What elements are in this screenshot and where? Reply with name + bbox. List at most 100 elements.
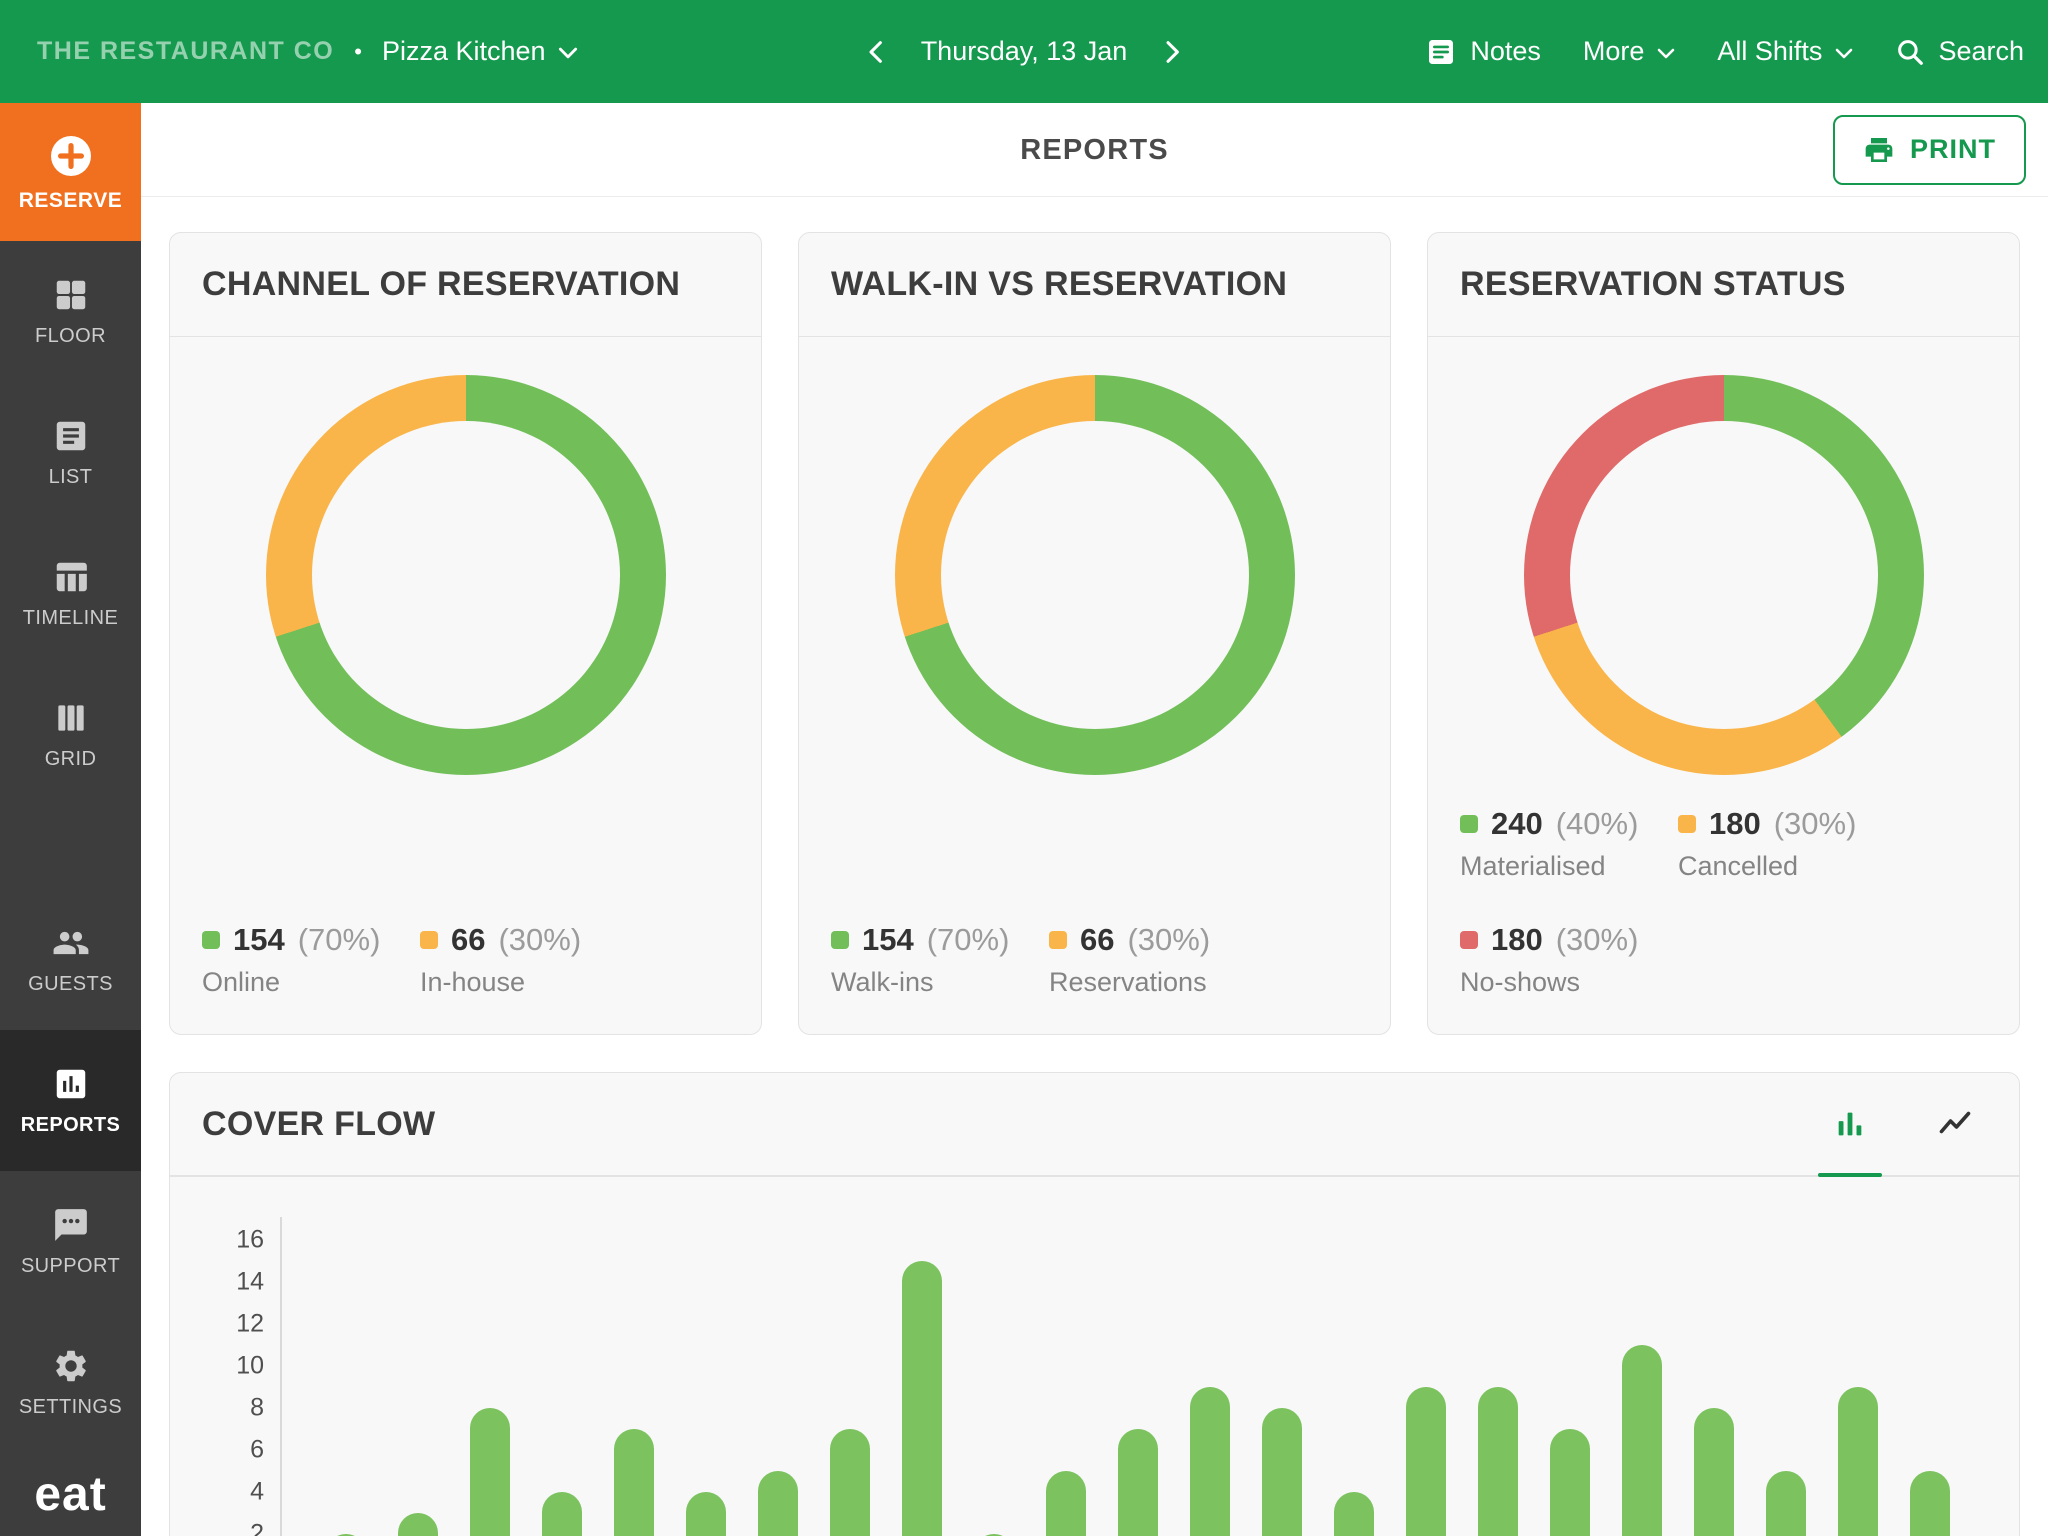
cover-flow-bar <box>1334 1492 1374 1536</box>
chart-legend: 240 (40%) Materialised 180 (30%) Can <box>1428 806 2019 1034</box>
page-title: REPORTS <box>1020 134 1169 166</box>
print-button[interactable]: PRINT <box>1833 114 2026 185</box>
legend-swatch <box>1049 931 1067 949</box>
support-icon <box>54 1208 87 1241</box>
previous-day-button[interactable] <box>863 34 889 70</box>
sidebar-item-label: FLOOR <box>35 324 106 347</box>
cover-flow-bar <box>902 1261 942 1536</box>
floor-icon <box>56 280 85 309</box>
grid-icon <box>57 704 84 731</box>
topbar-actions: Notes More All Shifts Search <box>1425 36 2024 68</box>
y-axis-tick: 8 <box>250 1393 264 1422</box>
sidebar-item-guests[interactable]: GUESTS <box>0 889 141 1030</box>
legend-value: 66 <box>1080 922 1115 957</box>
brand-name: THE RESTAURANT CO <box>37 37 335 65</box>
cover-flow-bar <box>1766 1471 1806 1536</box>
legend-item: 154 (70%) Walk-ins <box>831 922 1049 998</box>
printer-icon <box>1865 137 1893 162</box>
y-axis-tick: 10 <box>236 1351 264 1380</box>
chevron-down-icon <box>1657 48 1675 59</box>
sidebar-item-support[interactable]: SUPPORT <box>0 1171 141 1312</box>
cover-flow-bar <box>1694 1408 1734 1536</box>
y-axis-tick: 16 <box>236 1225 264 1254</box>
current-date[interactable]: Thursday, 13 Jan <box>920 36 1128 66</box>
notes-icon <box>1429 39 1454 64</box>
legend-item: 66 (30%) In-house <box>420 922 729 998</box>
card-header: COVER FLOW <box>170 1073 2019 1177</box>
sidebar-item-settings[interactable]: SETTINGS <box>0 1312 141 1453</box>
card-header: WALK-IN VS RESERVATION <box>799 233 1390 337</box>
reports-icon <box>56 1069 85 1098</box>
sidebar-item-label: LIST <box>48 465 93 488</box>
topbar: THE RESTAURANT CO • Pizza Kitchen Thursd… <box>0 0 2048 103</box>
main-area: REPORTS PRINT CHANNEL OF RESERVATION <box>141 103 2048 1536</box>
legend-percent: (70%) <box>926 922 1010 957</box>
legend-percent: (70%) <box>297 922 381 957</box>
search-button[interactable]: Search <box>1895 36 2024 67</box>
cover-flow-bar <box>1406 1387 1446 1536</box>
sidebar-item-timeline[interactable]: TIMELINE <box>0 523 141 664</box>
chevron-down-icon <box>558 47 578 59</box>
cover-flow-bar <box>974 1534 1014 1536</box>
legend-value: 180 <box>1709 806 1761 841</box>
cover-flow-bar <box>326 1534 366 1536</box>
y-axis-tick: 12 <box>236 1309 264 1338</box>
timeline-icon <box>56 562 87 591</box>
legend-label: In-house <box>420 967 526 997</box>
y-axis: 2 4 6 8 10 12 14 16 <box>214 1217 264 1536</box>
legend-value: 154 <box>862 922 914 957</box>
reserve-button[interactable]: RESERVE <box>0 103 141 241</box>
legend-percent: (40%) <box>1555 806 1639 841</box>
settings-icon <box>55 1350 86 1381</box>
sidebar-item-label: SETTINGS <box>18 1395 123 1418</box>
card-title: RESERVATION STATUS <box>1460 265 1846 303</box>
cover-flow-bar <box>1478 1387 1518 1536</box>
legend-value: 66 <box>451 922 486 957</box>
chart-legend: 154 (70%) Walk-ins 66 (30%) Reservat <box>799 922 1390 1034</box>
cover-flow-bar <box>830 1429 870 1536</box>
sidebar-item-label: GRID <box>44 747 97 770</box>
sidebar-item-label: TIMELINE <box>22 606 119 629</box>
donut-chart <box>894 375 1295 775</box>
cover-flow-bar <box>1550 1429 1590 1536</box>
venue-name: Pizza Kitchen <box>381 36 546 66</box>
card-header: CHANNEL OF RESERVATION <box>170 233 761 337</box>
line-chart-icon <box>1939 1111 1971 1134</box>
cover-flow-bar <box>1622 1345 1662 1536</box>
next-day-button[interactable] <box>1159 34 1185 70</box>
notes-button[interactable]: Notes <box>1425 36 1541 68</box>
legend-label: Online <box>202 967 281 997</box>
bar-chart-toggle[interactable] <box>1827 1073 1873 1175</box>
legend-item: 154 (70%) Online <box>202 922 420 998</box>
cover-flow-bar <box>1262 1408 1302 1536</box>
sidebar-item-label: REPORTS <box>20 1113 121 1136</box>
sidebar-item-floor[interactable]: FLOOR <box>0 241 141 382</box>
legend-label: Cancelled <box>1678 851 1799 881</box>
sidebar-item-reports[interactable]: REPORTS <box>0 1030 141 1171</box>
donut-cards-row: CHANNEL OF RESERVATION 154 (70%) Online <box>169 232 2020 1035</box>
legend-label: Walk-ins <box>831 967 934 997</box>
line-chart-toggle[interactable] <box>1931 1073 1979 1175</box>
notes-label: Notes <box>1470 36 1541 66</box>
y-axis-tick: 2 <box>250 1519 264 1536</box>
legend-item: 180 (30%) No-shows <box>1460 922 1678 998</box>
venue-selector[interactable]: Pizza Kitchen <box>382 36 578 67</box>
legend-value: 180 <box>1491 922 1543 957</box>
more-menu[interactable]: More <box>1583 36 1676 67</box>
guests-icon <box>53 931 88 954</box>
y-axis-tick: 6 <box>250 1435 264 1464</box>
legend-percent: (30%) <box>1127 922 1211 957</box>
shift-filter-label: All Shifts <box>1717 36 1823 66</box>
legend-label: No-shows <box>1460 967 1581 997</box>
shift-filter[interactable]: All Shifts <box>1717 36 1853 67</box>
bars-container <box>282 1217 1950 1536</box>
sidebar-item-list[interactable]: LIST <box>0 382 141 523</box>
page-header: REPORTS PRINT <box>141 103 2048 197</box>
reports-content: CHANNEL OF RESERVATION 154 (70%) Online <box>141 197 2048 1536</box>
card-title: WALK-IN VS RESERVATION <box>831 265 1288 303</box>
legend-swatch <box>202 931 220 949</box>
sidebar-item-grid[interactable]: GRID <box>0 664 141 805</box>
plus-circle-icon <box>50 135 91 176</box>
legend-percent: (30%) <box>498 922 582 957</box>
search-icon <box>1898 39 1924 65</box>
